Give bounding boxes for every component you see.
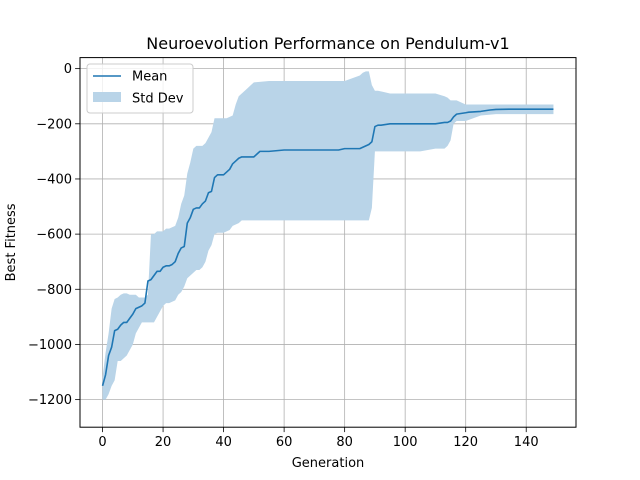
mean-series-line xyxy=(101,108,554,387)
x-tick-label: 40 xyxy=(215,435,232,450)
x-tick-label: 140 xyxy=(514,435,539,450)
legend-mean-label: Mean xyxy=(132,70,167,85)
y-tick-label: −1000 xyxy=(28,338,72,353)
x-tick-label: 20 xyxy=(155,435,172,450)
y-tick-label: −600 xyxy=(36,228,72,243)
legend-std-dev-swatch xyxy=(93,92,121,102)
x-tick-label: 60 xyxy=(276,435,293,450)
chart-title: Neuroevolution Performance on Pendulum-v… xyxy=(146,34,509,53)
y-axis-label: Best Fitness xyxy=(4,203,19,281)
y-tick-label: −200 xyxy=(36,117,72,132)
std-dev-area xyxy=(102,71,554,400)
x-tick-label: 120 xyxy=(453,435,478,450)
y-axis-ticks: 0 −200 −400 −600 −800 −1000 −1200 xyxy=(28,62,80,408)
mean-line xyxy=(101,108,554,387)
y-tick-label: −800 xyxy=(36,283,72,298)
y-tick-label: −1200 xyxy=(28,393,72,408)
x-tick-label: 0 xyxy=(98,435,106,450)
legend: Mean Std Dev xyxy=(86,63,194,114)
x-axis-label: Generation xyxy=(292,456,365,471)
y-tick-label: −400 xyxy=(36,172,72,187)
std-dev-band xyxy=(102,71,554,400)
x-tick-label: 100 xyxy=(393,435,418,450)
x-tick-label: 80 xyxy=(336,435,353,450)
x-axis-ticks: 0 20 40 60 80 100 120 140 xyxy=(98,427,539,450)
y-tick-label: 0 xyxy=(64,62,72,77)
plot-frame xyxy=(79,57,577,428)
legend-std-dev-label: Std Dev xyxy=(132,92,184,107)
